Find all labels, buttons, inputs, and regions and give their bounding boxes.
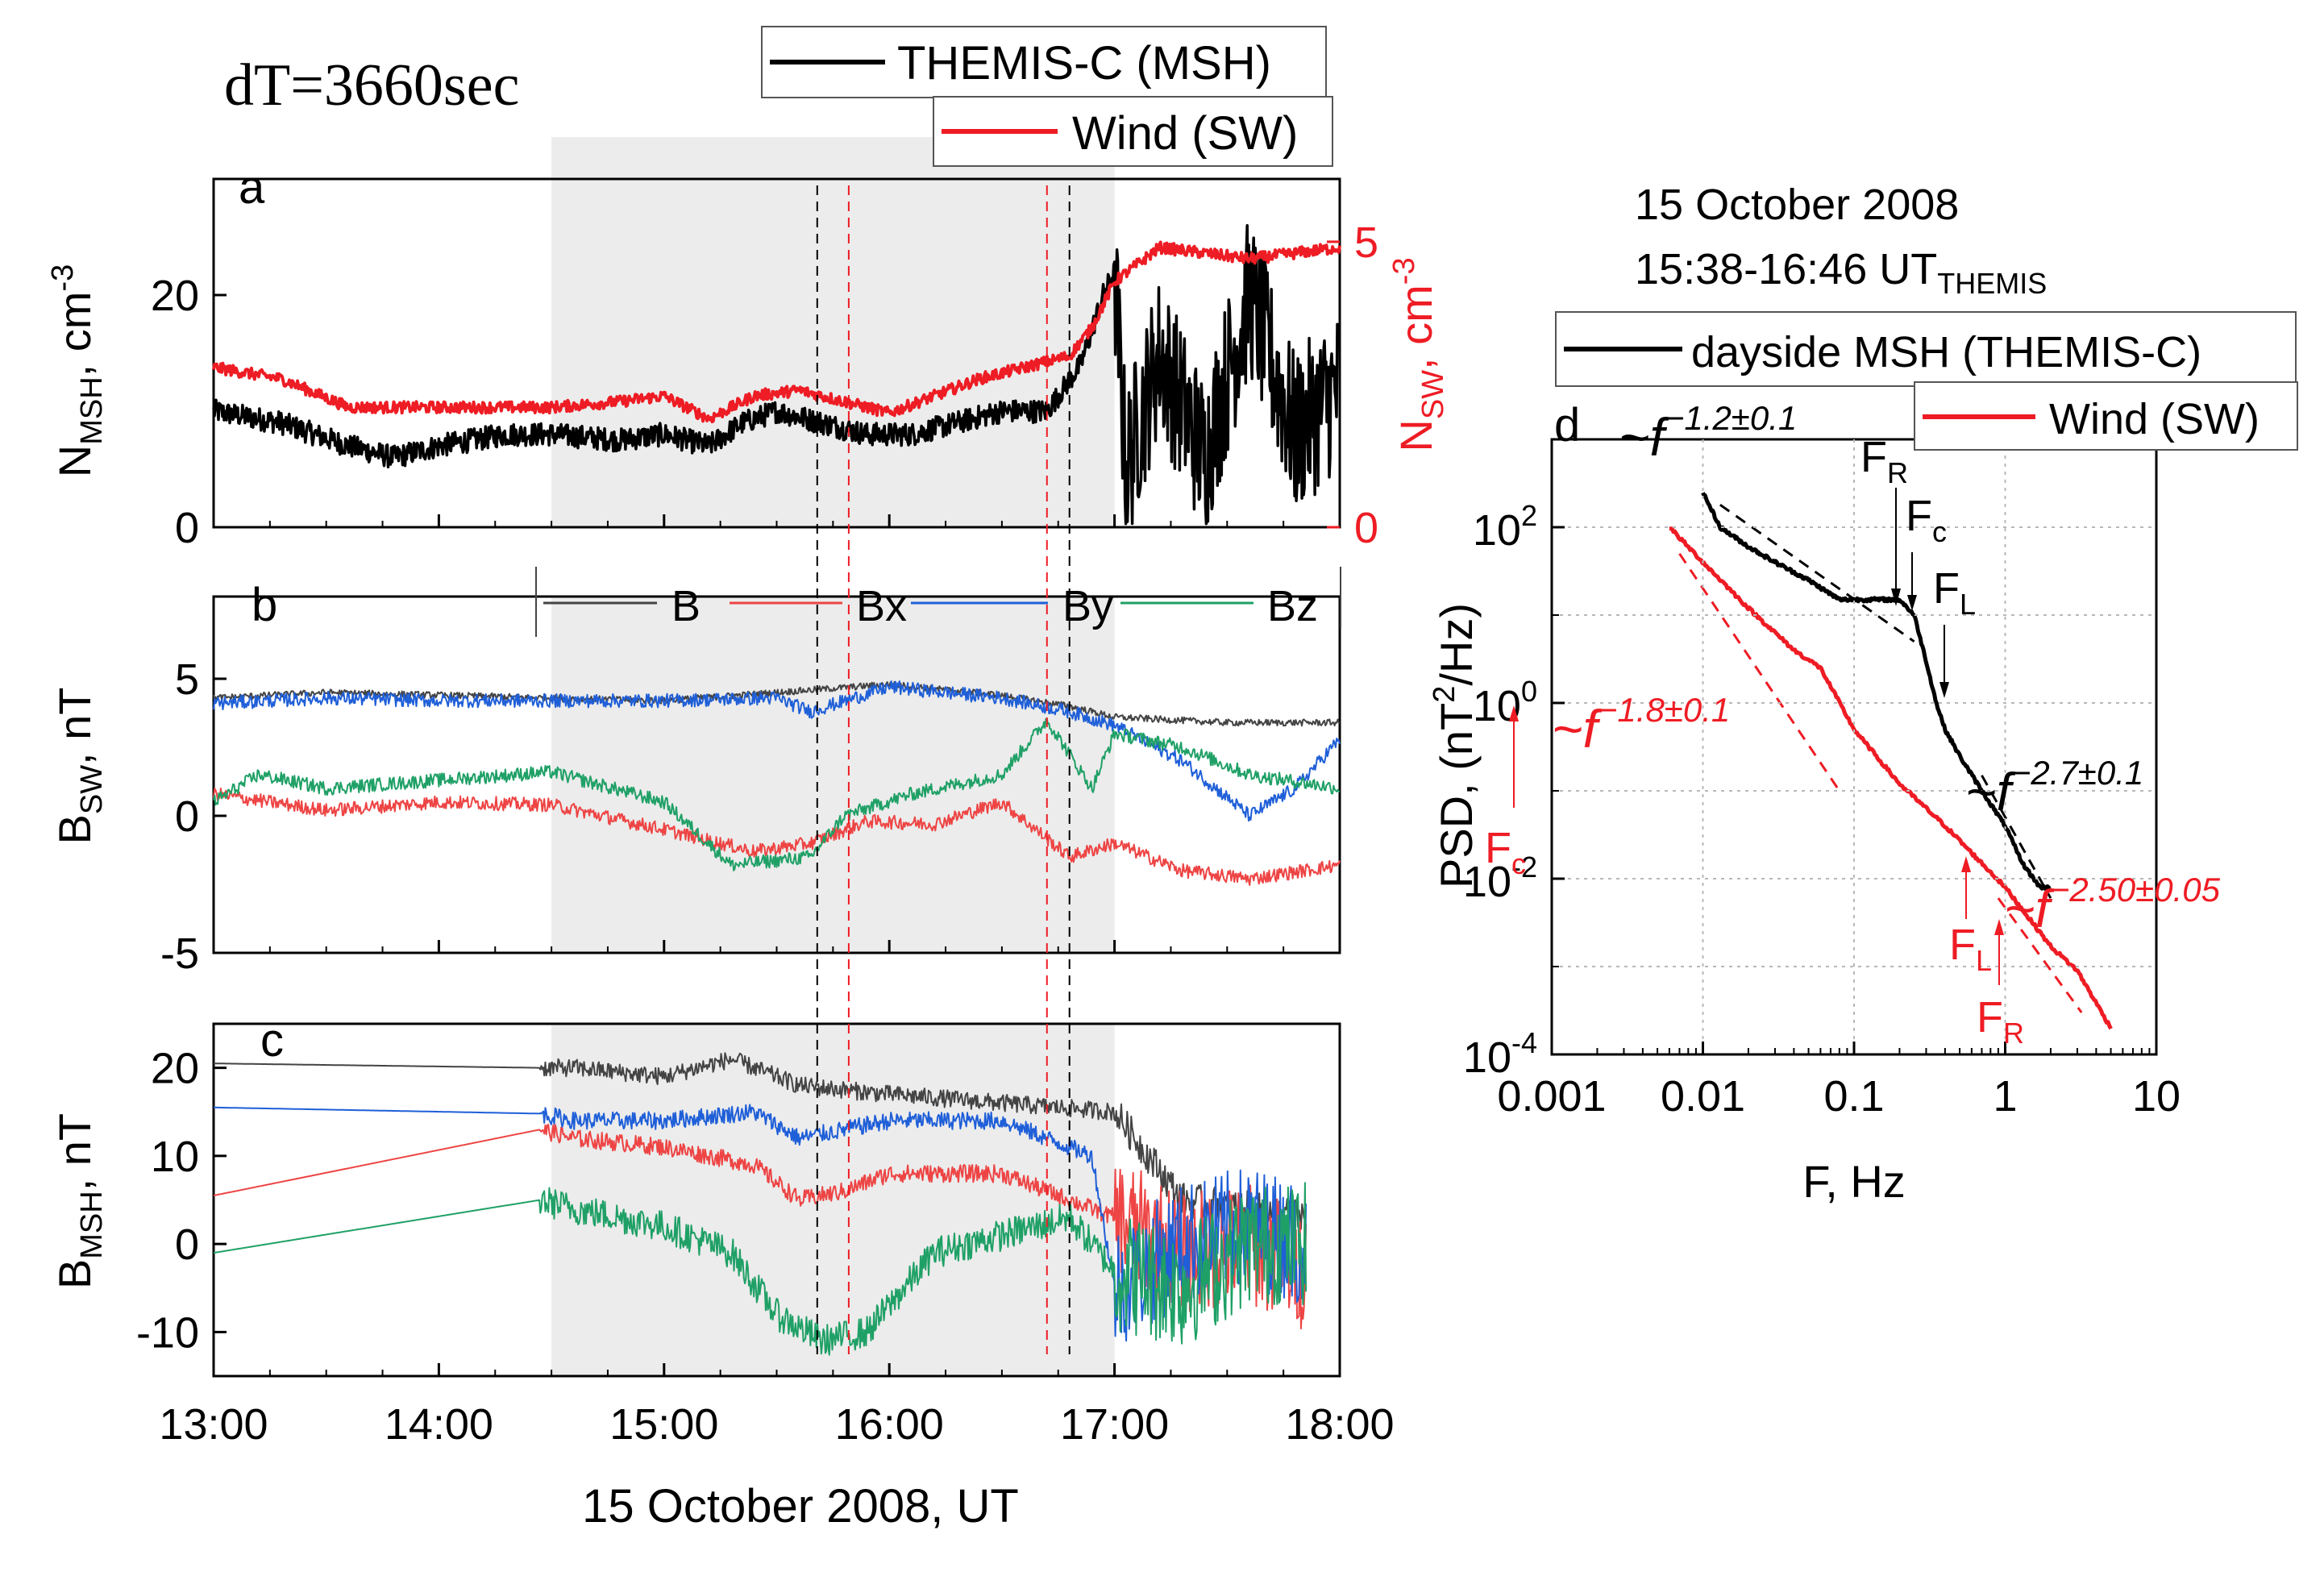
markers-black: FR Fc FL [1860, 433, 1976, 698]
figure-title: dT=3660sec [224, 52, 519, 119]
panel-d-xtick-label-0: 0.001 [1497, 1072, 1606, 1121]
marker-black-FR: FR [1860, 433, 1908, 489]
panel-d-ytick-label-2: 10-2 [1463, 850, 1537, 906]
panel-label-c: c [260, 1014, 284, 1067]
axis-ticks: 13:00 14:00 15:00 16:00 17:00 18:00 0 20 0 5 -5 0 5 -… [136, 218, 2181, 1449]
legend-b-label-By: By [1062, 582, 1113, 630]
panel-d-ytick-label-0: 102 [1473, 499, 1537, 555]
marker-red-FR-arrowhead [1994, 919, 2004, 935]
panel-label-a: a [239, 161, 265, 214]
fit-red-1: ~f−1.8±0.1 [1552, 691, 1730, 759]
panel-label-b: b [252, 579, 277, 631]
event-vlines [816, 185, 1071, 1354]
panel-label-d: d [1554, 399, 1580, 451]
panel-c-tick-label-2: 10 [151, 1133, 199, 1181]
legend-themis-label: THEMIS-C (MSH) [897, 37, 1271, 89]
legend-top: THEMIS-C (MSH) Wind (SW) [761, 26, 1333, 167]
shaded-interval [551, 137, 1115, 1376]
legend-b: B Bx By Bz [535, 567, 1341, 637]
panel-d-xtick-label-3: 1 [1993, 1072, 2017, 1121]
tick-time-label-1: 14:00 [385, 1400, 493, 1449]
series-layer [212, 223, 2113, 1356]
panel-a-right-tick-label-0: 0 [1354, 504, 1378, 552]
panel-d-series-wind [1669, 526, 2113, 1030]
panel-b-tick-label-2: 5 [175, 655, 199, 704]
fit-line-black-1 [1719, 503, 1915, 643]
fit-line-red-1 [1678, 552, 1841, 792]
tick-time-label-5: 18:00 [1285, 1400, 1394, 1449]
panel-c-tick-label-3: 20 [151, 1045, 199, 1093]
marker-black-Fc-arrowhead [1907, 595, 1917, 611]
marker-black-FR-arrowhead [1891, 588, 1901, 606]
panel-d-ytick-label-1: 100 [1473, 675, 1537, 730]
panel-d-ytick-label-3: 10-4 [1463, 1026, 1537, 1082]
series-c-b [214, 1052, 1308, 1230]
legend-d: dayside MSH (THEMIS-C) Wind (SW) [1555, 311, 2298, 451]
series-a-themis-c-msh- [212, 223, 1341, 526]
shade-a [551, 137, 1115, 527]
shade-c [551, 1024, 1115, 1376]
marker-black-FL-arrowhead [1939, 682, 1949, 698]
panel-b-tick-label-0: -5 [160, 929, 199, 978]
fit-line-black-2 [1981, 775, 2052, 899]
legend-b-label-B: B [671, 582, 701, 630]
tick-time-label-4: 17:00 [1060, 1400, 1169, 1449]
series-c-by [214, 1104, 1308, 1342]
time-axis-label: 15 October 2008, UT [582, 1480, 1019, 1532]
panel-c-ylabel: BMSH, nT [49, 1113, 109, 1289]
panel-d-ylabel: PSD, (nT2/Hz) [1428, 603, 1482, 888]
fit-line-red-2 [1997, 897, 2083, 1013]
legend-b-label-Bz: Bz [1267, 582, 1318, 630]
panel-a-ylabel-left: NMSH, cm-3 [46, 264, 109, 477]
tick-time-label-3: 16:00 [835, 1400, 944, 1449]
panel-d-xtick-label-2: 0.1 [1823, 1072, 1884, 1121]
panel-a-left-tick-label-0: 0 [175, 504, 199, 552]
marker-red-FL-arrowhead [1961, 856, 1971, 872]
panel-c-tick-label-1: 0 [175, 1220, 199, 1269]
panel-b-ylabel: BSW, nT [49, 687, 109, 844]
legend-wind-label: Wind (SW) [1072, 107, 1298, 160]
tick-time-label-0: 13:00 [159, 1400, 268, 1449]
markers-red: Fc FL FR [1485, 705, 2024, 1050]
panel-d-xtick-label-4: 10 [2132, 1072, 2181, 1121]
series-b-by [213, 680, 1341, 822]
series-b-bx [213, 788, 1341, 886]
fit-black-1: ~f−1.2±0.1 [1619, 399, 1797, 467]
marker-red-FR: FR [1977, 993, 2024, 1050]
legend-b-label-Bx: Bx [856, 582, 907, 630]
series-b-bz [213, 717, 1341, 871]
panel-a-right-tick-label-1: 5 [1354, 218, 1378, 267]
panel-d-series-themis [1701, 492, 2052, 891]
marker-black-FL: FL [1933, 564, 1976, 621]
series-a-wind-sw- [212, 240, 1341, 424]
marker-red-Fc: Fc [1485, 824, 1526, 880]
panel-d-date: 15 October 2008 [1635, 181, 1959, 229]
panel-a-left-tick-label-1: 20 [151, 272, 199, 320]
panel-d-xlabel: F, Hz [1802, 1156, 1906, 1207]
fit-black-2: ~f−2.7±0.1 [1965, 754, 2143, 821]
panel-c-tick-label-0: -10 [136, 1308, 199, 1357]
series-c-bz [213, 1182, 1308, 1356]
legend-d-sw-label: Wind (SW) [2049, 395, 2260, 443]
panel-b-tick-label-1: 0 [175, 792, 199, 841]
panel-d-interval: 15:38-16:46 UTTHEMIS [1635, 245, 2047, 300]
marker-black-Fc: Fc [1906, 492, 1947, 548]
marker-red-FL: FL [1949, 921, 1992, 977]
fit-red-2: ~f−2.50±0.05 [2004, 871, 2221, 938]
shade-b [551, 597, 1115, 953]
tick-time-label-2: 15:00 [609, 1400, 718, 1449]
panel-a-ylabel-right: NSW, cm-3 [1387, 257, 1450, 451]
legend-d-msh-label: dayside MSH (THEMIS-C) [1691, 328, 2201, 376]
series-c-bx [213, 1124, 1308, 1330]
panel-d-xtick-label-1: 0.01 [1661, 1072, 1745, 1121]
